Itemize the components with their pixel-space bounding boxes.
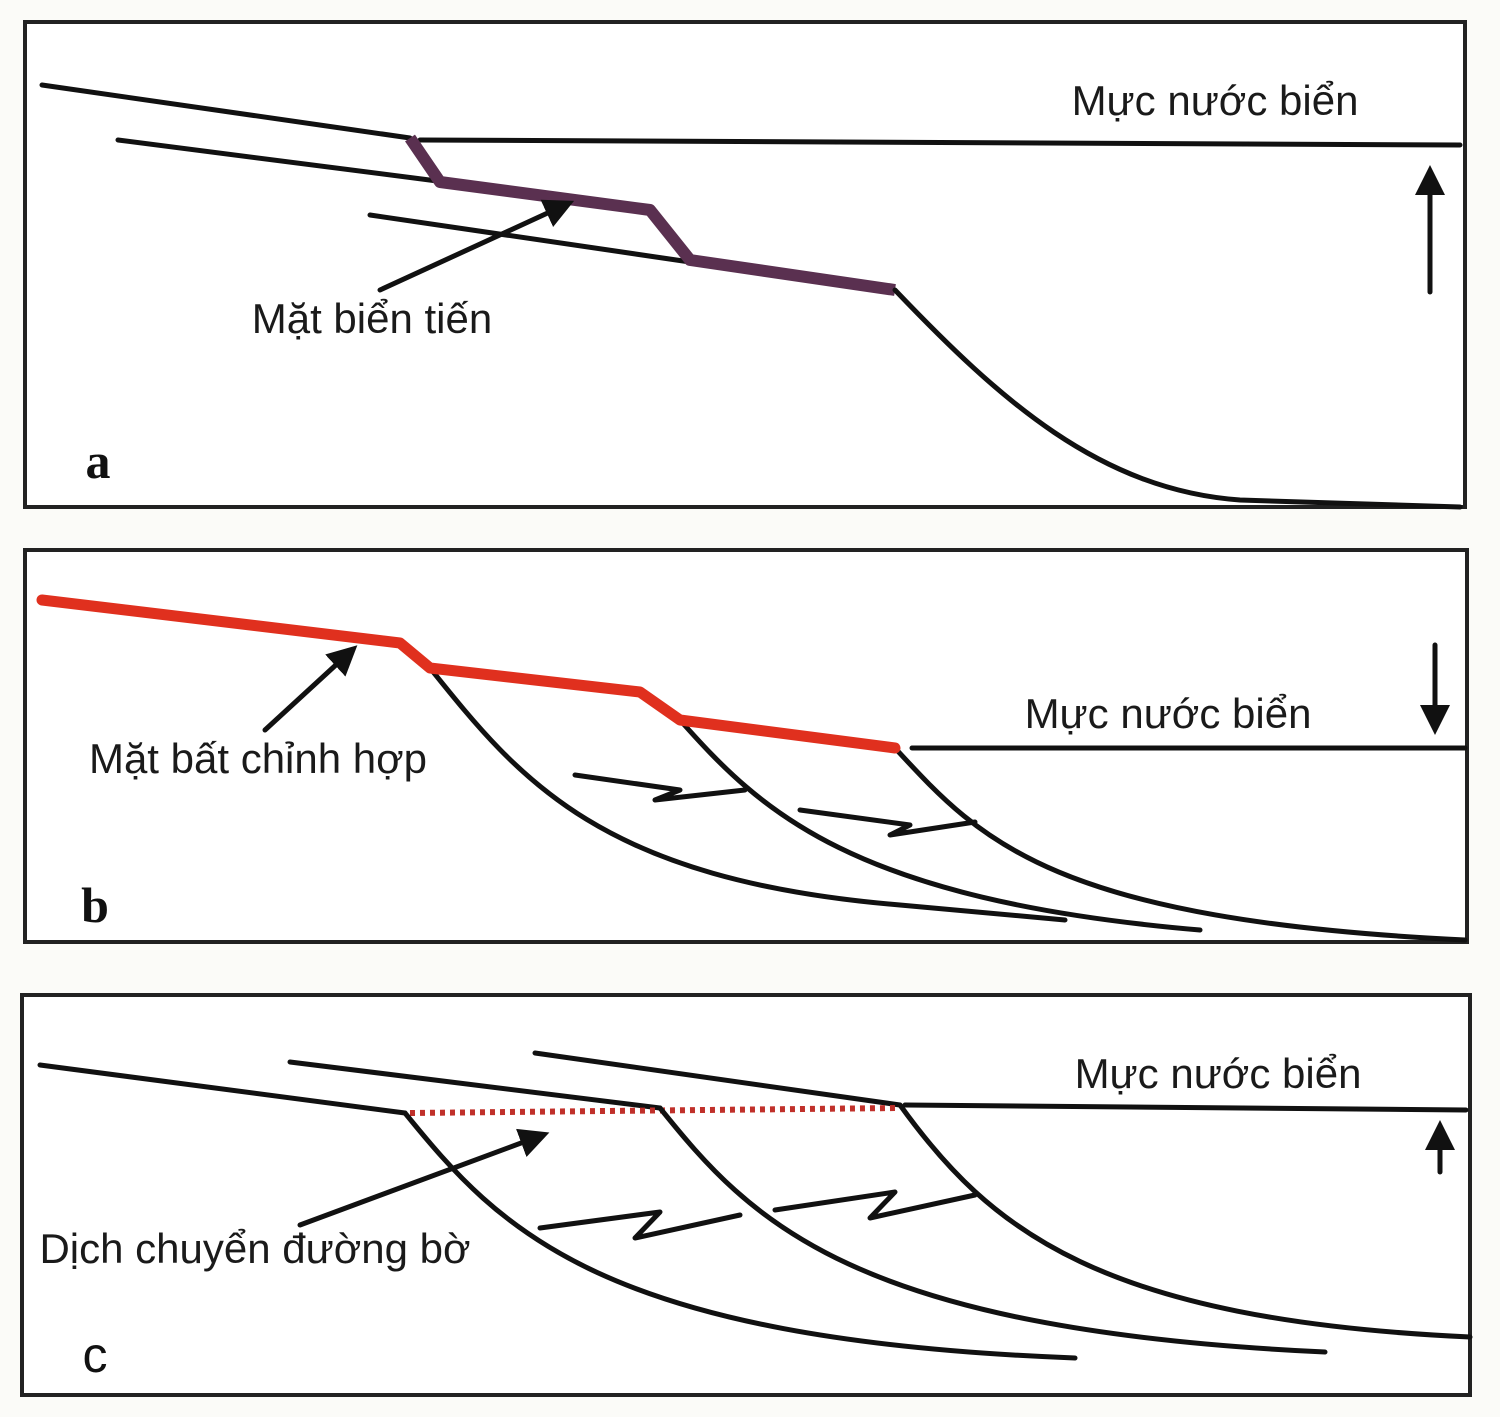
annotation: Dịch chuyển đường bờ <box>39 1225 470 1272</box>
strata-line <box>367 212 693 265</box>
strata-line <box>287 1059 663 1111</box>
transgressive-surface <box>405 134 896 296</box>
panel-letter: a <box>86 433 111 489</box>
facies-boundary <box>537 1209 743 1241</box>
clinoform <box>427 665 1068 923</box>
slope-curve <box>892 287 1463 510</box>
strata-line <box>532 1050 903 1108</box>
shoreline-shift <box>409 1105 901 1116</box>
panel-letter: b <box>81 877 109 933</box>
sea-level-label: Mực nước biển <box>1075 1050 1362 1097</box>
clinoform <box>657 1105 1328 1355</box>
clinoform <box>897 1102 1473 1340</box>
panel-b: Mực nước biển Mặt bất chỉnh hợp b <box>23 548 1469 944</box>
facies-boundary <box>797 807 978 838</box>
sea-level-label: Mực nước biển <box>1072 77 1359 124</box>
facies-boundary <box>772 1189 978 1221</box>
strata-line <box>115 137 448 185</box>
pointer-arrow <box>377 199 575 293</box>
clinoform <box>677 717 1203 933</box>
panel-c: Mực nước biển Dịch chuyển đường bờ c <box>20 993 1473 1397</box>
frame <box>20 993 1472 1397</box>
facies-boundary <box>572 772 748 803</box>
sea-level-line <box>417 137 1463 148</box>
panel-letter: c <box>83 1327 108 1383</box>
pointer-arrow <box>297 1128 550 1228</box>
unconformity <box>36 594 901 754</box>
pointer-arrow <box>262 645 358 733</box>
clinoform <box>402 1110 1078 1361</box>
panel-a: Mực nước biển Mặt biển tiến a <box>23 20 1467 510</box>
sea-level-line <box>902 1102 1469 1113</box>
strata-line <box>37 1062 408 1116</box>
annotation: Mặt biển tiến <box>252 295 492 342</box>
clinoform <box>892 745 1468 943</box>
sea-level-label: Mực nước biển <box>1025 690 1312 737</box>
strata-line <box>39 82 413 141</box>
annotation: Mặt bất chỉnh hợp <box>89 735 427 782</box>
